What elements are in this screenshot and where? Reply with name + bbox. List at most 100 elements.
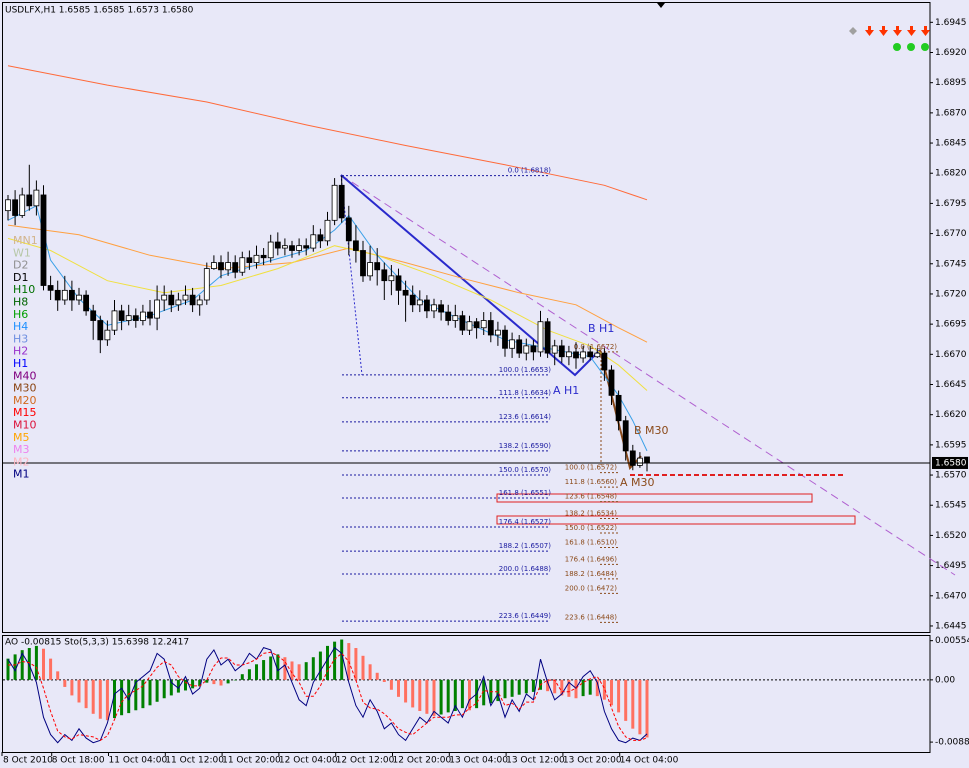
- ao-bar: [468, 679, 471, 711]
- ao-bar: [567, 679, 571, 697]
- fib-label: 100.0 (1.6653): [499, 366, 551, 374]
- fib-label: 188.2 (1.6507): [499, 542, 551, 550]
- timeframe-label: M1: [13, 468, 30, 481]
- timeframe-label: H3: [13, 332, 28, 345]
- ao-bar: [560, 679, 564, 696]
- ao-bar: [226, 679, 230, 684]
- ao-bar: [418, 679, 422, 711]
- ao-bar: [645, 679, 649, 738]
- candle-body: [530, 345, 537, 353]
- candle-body: [566, 351, 572, 358]
- candle-body: [267, 241, 274, 259]
- x-tick-label: 8 Oct 18:00: [52, 756, 105, 766]
- y-tick-label: 1.6720: [935, 289, 967, 299]
- candle-body: [466, 321, 473, 331]
- ao-bar: [496, 679, 500, 702]
- candle-body: [104, 329, 111, 341]
- indicator-panel: [2, 635, 931, 753]
- fib-label: 200.0 (1.6472): [565, 584, 617, 592]
- candle-body: [19, 194, 26, 216]
- candle-body: [76, 294, 82, 301]
- ao-bar: [290, 661, 294, 680]
- ao-bar: [581, 679, 585, 697]
- candle-body: [395, 275, 402, 291]
- moving-average: [7, 65, 648, 201]
- candle-body: [523, 345, 530, 354]
- ao-bar: [517, 679, 521, 695]
- ao-bar: [333, 641, 337, 680]
- candle-body: [317, 234, 324, 242]
- y-tick-label: 1.6945: [935, 18, 967, 28]
- candle-body: [587, 351, 594, 358]
- candle-body: [615, 394, 622, 422]
- ao-bar: [6, 658, 10, 680]
- fib-label: 223.6 (1.6448): [565, 613, 617, 621]
- trend-line: [340, 174, 956, 576]
- fib-label: 123.6 (1.6614): [499, 413, 551, 421]
- candle-body: [296, 245, 303, 251]
- ao-bar: [610, 679, 613, 706]
- main-panel: [2, 2, 931, 633]
- candle-body: [516, 339, 523, 354]
- ao-bar: [91, 679, 95, 714]
- y-tick-label: 1.6570: [935, 471, 967, 481]
- y-tick-label: 0.00: [935, 675, 955, 685]
- fib-label: 150.0 (1.6522): [565, 524, 617, 532]
- y-tick-label: 1.6920: [935, 48, 967, 58]
- ao-bar: [432, 679, 436, 716]
- ao-bar: [27, 648, 31, 680]
- ao-bar: [354, 648, 358, 680]
- candle-body: [303, 245, 310, 249]
- candle-body: [218, 262, 224, 271]
- candle-body: [352, 240, 359, 251]
- ao-bar: [638, 679, 642, 735]
- candle-body: [97, 320, 104, 341]
- ao-bar: [276, 654, 280, 680]
- ao-bar: [439, 679, 443, 715]
- ao-bar: [240, 674, 244, 680]
- ao-bar: [184, 679, 187, 691]
- candle-body: [494, 329, 501, 336]
- candle-body: [225, 262, 232, 271]
- x-tick-label: 11 Oct 20:00: [222, 756, 281, 766]
- y-tick-label: 1.6620: [935, 410, 967, 420]
- candle-body: [551, 345, 558, 354]
- candle-body: [253, 254, 260, 263]
- fib-label: 100.0 (1.6572): [565, 464, 617, 472]
- ao-bar: [446, 679, 450, 713]
- ao-bar: [191, 679, 195, 689]
- candle-body: [622, 420, 629, 452]
- candle-body: [324, 219, 331, 242]
- indicator-title: AO -0.00815 Sto(5,3,3) 15.6398 12.2417: [5, 638, 189, 648]
- timeframe-label: H10: [13, 283, 35, 296]
- x-tick-label: 14 Oct 04:00: [620, 756, 679, 766]
- fib-label: 0.0 (1.6672): [574, 343, 618, 351]
- candle-body: [537, 321, 544, 353]
- timeframe-label: D2: [13, 259, 28, 272]
- candle-body: [445, 311, 452, 321]
- candle-body: [416, 299, 423, 306]
- ao-bar: [524, 679, 528, 694]
- candle-body: [147, 311, 153, 319]
- ao-bar: [546, 679, 550, 692]
- ao-bar: [602, 679, 606, 700]
- candle-body: [83, 294, 89, 312]
- timeframe-label: M20: [13, 394, 37, 407]
- ao-bar: [460, 679, 464, 709]
- y-tick-label: 1.6470: [935, 591, 967, 601]
- candle-body: [367, 262, 374, 277]
- candle-body: [161, 294, 168, 301]
- candle-body: [40, 194, 47, 286]
- fib-label: 0.0 (1.6818): [508, 167, 552, 175]
- y-tick-label: 1.6545: [935, 501, 967, 511]
- candle-body: [573, 351, 579, 359]
- fib-label: 150.0 (1.6570): [499, 466, 551, 474]
- timeframe-label: M3: [13, 443, 30, 456]
- candle-body: [168, 294, 175, 306]
- candle-body: [509, 339, 516, 349]
- ao-bar: [49, 658, 53, 680]
- candle-body: [502, 329, 508, 349]
- ao-bar: [326, 645, 329, 680]
- ao-bar: [120, 679, 124, 716]
